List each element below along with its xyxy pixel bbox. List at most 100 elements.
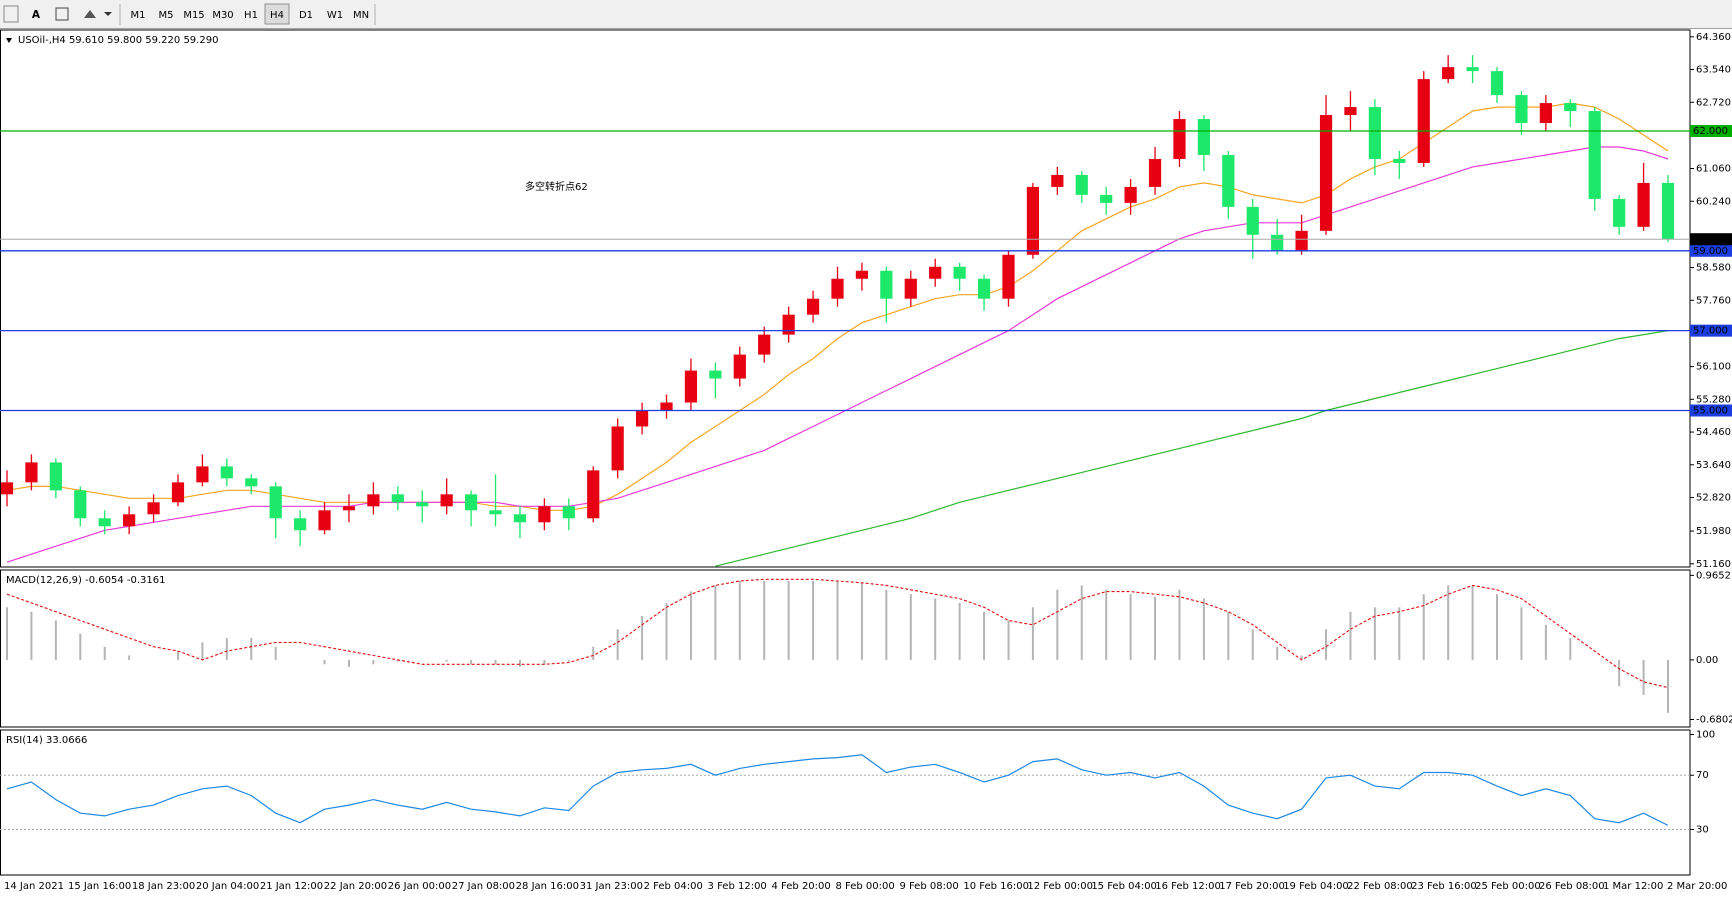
y-tick-label: 0.00 [1696, 655, 1718, 666]
level-label-box [1690, 324, 1732, 337]
candle-body [1637, 182, 1650, 227]
time-label: 22 Jan 20:00 [324, 881, 387, 892]
y-tick-label: 64.360 [1696, 32, 1731, 43]
candle-body [1442, 67, 1455, 80]
y-tick-label: 30 [1696, 825, 1709, 836]
candle-body [74, 490, 87, 519]
time-label: 2 Mar 20:00 [1667, 881, 1727, 892]
candle-body [1197, 119, 1211, 155]
toolbar [0, 0, 1732, 29]
timeframe-button[interactable]: M15 [183, 10, 204, 21]
cursor-icon[interactable] [3, 5, 19, 23]
time-label: 22 Feb 08:00 [1347, 881, 1413, 892]
candle-body [123, 514, 136, 527]
y-tick-label: 51.160 [1696, 559, 1731, 570]
time-label: 23 Feb 16:00 [1411, 881, 1477, 892]
candle-body [1295, 230, 1308, 251]
candle-body [782, 314, 795, 335]
time-label: 26 Feb 08:00 [1539, 881, 1605, 892]
y-tick-label: 61.060 [1696, 164, 1731, 175]
candle-body [1490, 71, 1504, 96]
time-label: 10 Feb 16:00 [963, 881, 1029, 892]
candle-body [1393, 158, 1406, 163]
candle-body [1588, 111, 1601, 199]
candle-body [904, 278, 917, 299]
candle-body [342, 506, 356, 511]
y-tick-label: 51.980 [1696, 526, 1731, 537]
candle-body [1246, 206, 1259, 235]
candle-body [709, 370, 722, 379]
timeframe-button[interactable]: H4 [270, 10, 284, 21]
moving-average [6, 102, 1669, 511]
candle-body [440, 494, 453, 507]
candle-body [1564, 103, 1577, 112]
level-label: 62.000 [1693, 126, 1728, 137]
time-label: 31 Jan 23:00 [580, 881, 643, 892]
text-tool[interactable]: A [32, 9, 41, 21]
label-tool[interactable] [55, 7, 69, 21]
time-label: 3 Feb 12:00 [708, 881, 767, 892]
candle-body [220, 466, 233, 479]
time-label: 26 Jan 00:00 [388, 881, 451, 892]
candle-body [416, 502, 429, 507]
candle-body [953, 266, 966, 279]
y-tick-label: 56.100 [1696, 362, 1731, 373]
candle-body [929, 266, 942, 279]
annotation: 多空转折点62 [525, 180, 588, 193]
candle-body [1539, 103, 1552, 124]
timeframe-button[interactable]: M30 [212, 10, 233, 21]
candle-body [318, 510, 331, 531]
moving-average [715, 330, 1669, 567]
timeframe-button[interactable]: W1 [327, 10, 343, 21]
candle-body [1271, 234, 1284, 251]
candle-body [1173, 119, 1186, 159]
chart-menu-icon[interactable] [6, 38, 12, 43]
candle-body [245, 478, 258, 487]
timeframe-active[interactable] [264, 3, 290, 25]
candle-body [25, 462, 38, 483]
candle-body [831, 278, 844, 299]
candle-body [733, 354, 746, 379]
candle-body [1222, 154, 1235, 207]
macd-panel [0, 569, 1691, 728]
y-tick-label: 70 [1696, 770, 1709, 781]
last-price-box [1690, 233, 1732, 246]
time-label: 2 Feb 04:00 [644, 881, 703, 892]
timeframe-button[interactable]: M1 [131, 10, 146, 21]
panel-title: USOil-,H4 59.610 59.800 59.220 59.290 [18, 35, 218, 46]
candle-body [1026, 186, 1040, 255]
level-label-box [1690, 125, 1732, 138]
candle-body [880, 270, 893, 299]
time-label: 21 Jan 12:00 [260, 881, 323, 892]
candle-body [171, 482, 185, 503]
panel-title: MACD(12,26,9) -0.6054 -0.3161 [6, 575, 166, 586]
rsi-line [6, 754, 1669, 826]
candle-body [269, 486, 282, 519]
timeframe-button[interactable]: M5 [159, 10, 174, 21]
timeframe-button[interactable]: MN [353, 10, 369, 21]
last-price-label: 59.290 [1693, 234, 1728, 245]
candle-body [1319, 115, 1333, 231]
level-label: 55.000 [1693, 405, 1728, 416]
time-label: 14 Jan 2021 [4, 881, 64, 892]
y-tick-label: 58.580 [1696, 263, 1731, 274]
candle-body [977, 278, 991, 299]
candle-body [1344, 107, 1357, 116]
y-tick-label: 100 [1696, 729, 1715, 740]
candle-body [1148, 158, 1162, 187]
timeframe-button[interactable]: D1 [299, 10, 313, 21]
candle-body [855, 270, 869, 279]
candle-body [294, 518, 307, 531]
rsi-panel [0, 729, 1691, 876]
level-label-box [1690, 244, 1732, 257]
time-label: 4 Feb 20:00 [772, 881, 831, 892]
timeframe-button[interactable]: H1 [244, 10, 258, 21]
candle-body [391, 494, 404, 503]
shapes-tool[interactable] [84, 10, 96, 18]
candle-body [562, 506, 575, 519]
time-label: 15 Jan 16:00 [68, 881, 131, 892]
candle-body [538, 506, 551, 523]
candle-body [98, 518, 111, 527]
dropdown-icon[interactable] [104, 12, 112, 16]
